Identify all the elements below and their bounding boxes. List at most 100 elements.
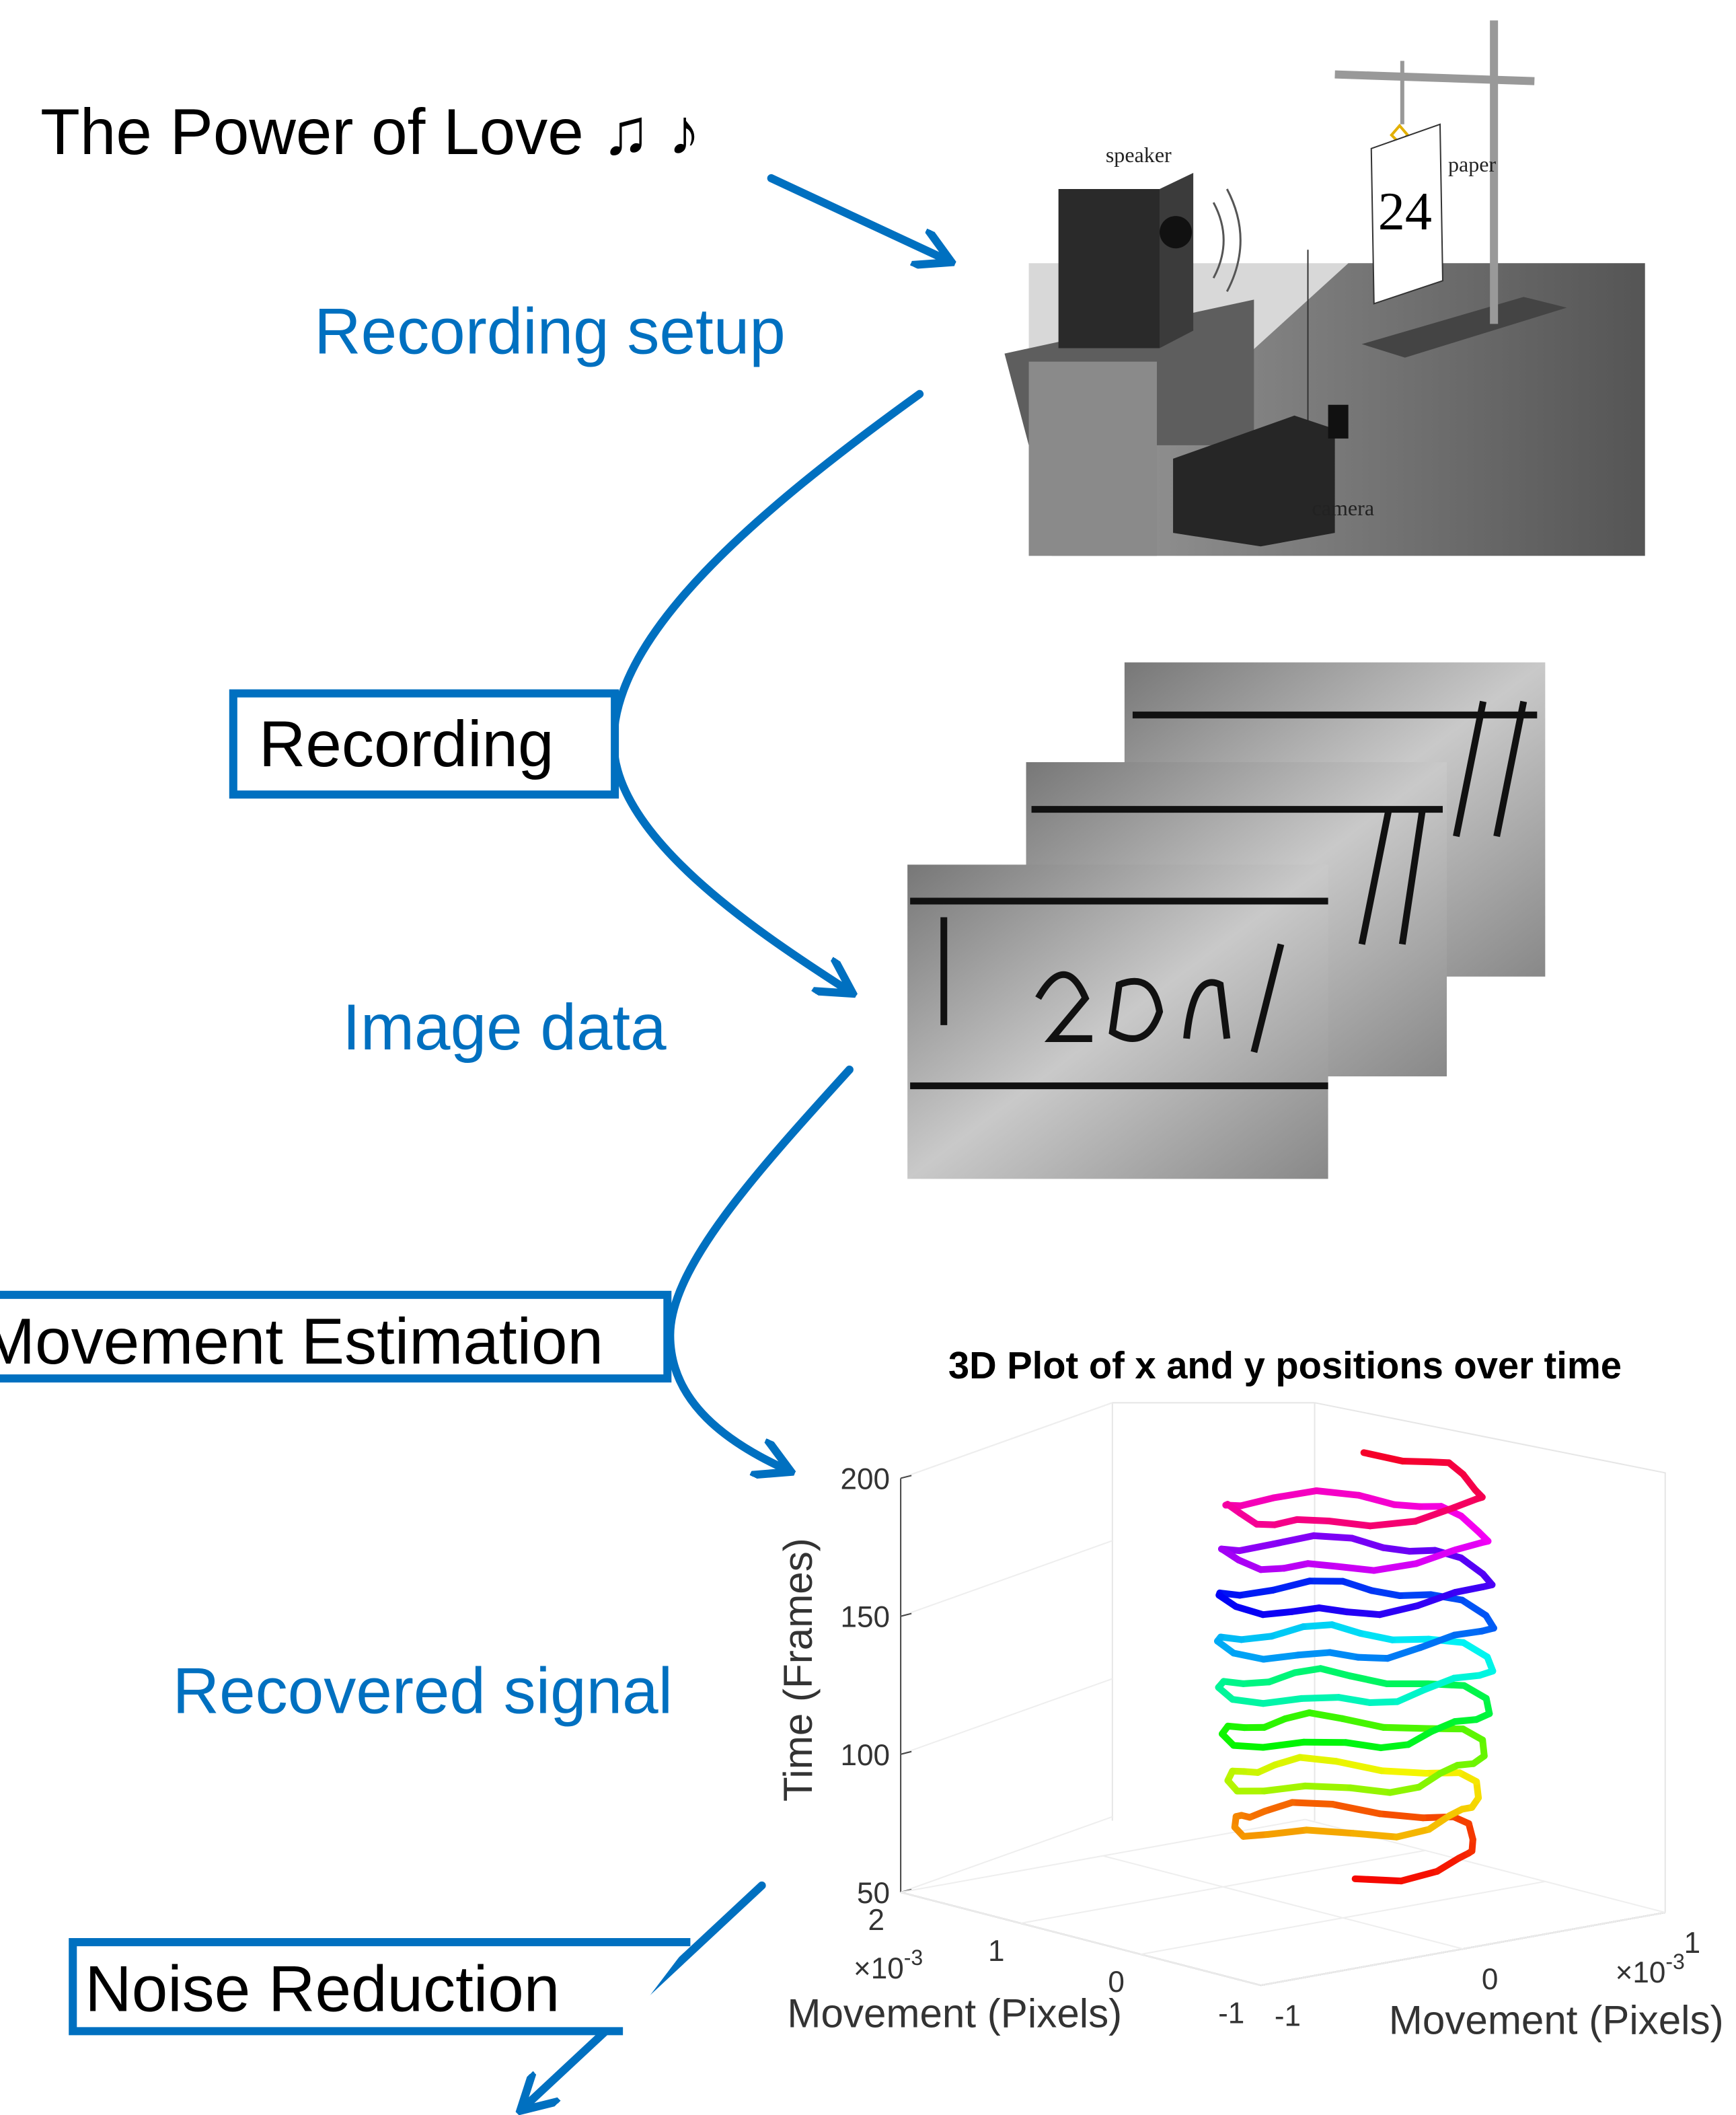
grid-line — [1260, 1913, 1665, 1985]
signal-curve — [1383, 1548, 1409, 1551]
step-label: Movement Estimation — [0, 1306, 603, 1378]
signal-curve — [1298, 1652, 1330, 1655]
y-tick-label: 1 — [1684, 1927, 1701, 1960]
signal-curve — [1269, 1672, 1295, 1682]
arrow — [771, 178, 948, 260]
signal-curve — [1370, 1702, 1398, 1703]
signal-curve — [1275, 1757, 1299, 1765]
signal-curve — [1330, 1652, 1359, 1657]
signal-curve — [1273, 1536, 1314, 1544]
signal-curve — [1263, 1612, 1292, 1615]
signal-curve — [1350, 1676, 1386, 1684]
signal-curve — [1273, 1581, 1310, 1590]
setup-label: 24 — [1378, 182, 1432, 242]
x-multiplier: ×10-3 — [854, 1945, 923, 1985]
y-tick-label: 0 — [1482, 1963, 1499, 1996]
signal-curve — [1351, 1788, 1390, 1793]
x-tick-label: 0 — [1108, 1966, 1125, 1999]
signal-curve — [1381, 1744, 1408, 1748]
signal-curve — [1461, 1516, 1479, 1532]
signal-curve — [1397, 1829, 1429, 1836]
signal-curve — [1316, 1491, 1359, 1495]
signal-curve — [1400, 1594, 1431, 1596]
signal-curve — [1332, 1625, 1360, 1633]
diagram: The Power of Love ♫ ♪ Recording setup Re… — [0, 0, 1736, 2115]
signal-curve — [1380, 1814, 1423, 1818]
signal-curve — [1397, 1689, 1425, 1701]
x-tick-label: 1 — [988, 1935, 1005, 1968]
axis-frame — [901, 1403, 1314, 1478]
grid-line — [901, 1541, 1112, 1616]
title: The Power of Love ♫ ♪ — [40, 96, 700, 168]
signal-curve — [1462, 1600, 1486, 1616]
y-axis-label: Movement (Pixels) — [1389, 1997, 1724, 2042]
setup-label: camera — [1312, 496, 1375, 520]
signal-curve — [1371, 1590, 1400, 1596]
signal-curve — [1355, 1879, 1401, 1881]
signal-curve — [1380, 1606, 1418, 1615]
step-label: Recording setup — [314, 296, 786, 368]
x-tick-label: -1 — [1218, 1997, 1244, 2030]
signal-curve — [1295, 1668, 1320, 1672]
signal-curve — [1392, 1639, 1429, 1640]
signal-curve — [1261, 1568, 1284, 1569]
signal-curve — [1352, 1538, 1383, 1548]
signal-curve — [1241, 1498, 1273, 1506]
signal-curve — [1244, 1834, 1268, 1836]
signal-curve — [1394, 1505, 1420, 1507]
signal-curve — [1307, 1830, 1353, 1833]
signal-curve — [1284, 1563, 1308, 1568]
signal-curve — [1320, 1668, 1350, 1676]
signal-curve — [1304, 1625, 1332, 1627]
signal-curve — [1384, 1728, 1427, 1729]
signal-curve — [1275, 1520, 1297, 1525]
signal-curve — [1263, 1699, 1301, 1703]
signal-curve — [1390, 1787, 1419, 1793]
signal-curve — [1364, 1452, 1403, 1461]
signal-curve — [1374, 1563, 1417, 1570]
x-tick-label: 2 — [868, 1904, 885, 1937]
signal-curve — [1343, 1582, 1371, 1591]
signal-curve — [1464, 1686, 1486, 1699]
step-label: Noise Reduction — [85, 1953, 560, 2025]
signal-curve — [1267, 1830, 1306, 1834]
signal-curve — [1238, 1560, 1260, 1569]
grid-line — [901, 1403, 1112, 1478]
signal-curve — [1299, 1757, 1336, 1761]
signal-curve — [1240, 1544, 1273, 1551]
signal-curve — [1454, 1499, 1476, 1508]
z-axis-label: Time (Frames) — [776, 1538, 821, 1802]
setup-label: paper — [1448, 152, 1497, 176]
setup-illustration: speaker paper 24 camera — [1004, 20, 1645, 556]
signal-curve — [1346, 1742, 1381, 1748]
signal-curve — [1285, 1713, 1310, 1719]
signal-curve — [1332, 1804, 1380, 1814]
step-label: Recovered signal — [173, 1655, 673, 1727]
step-label: Recording — [259, 708, 554, 780]
signal-curve — [1388, 1647, 1421, 1658]
signal-curve — [1342, 1719, 1383, 1728]
signal-curve — [1456, 1543, 1481, 1549]
signal-curve — [1304, 1742, 1346, 1743]
grid-line — [901, 1678, 1112, 1754]
signal-curve — [1272, 1627, 1304, 1636]
plot-title: 3D Plot of x and y positions over time — [948, 1344, 1622, 1386]
signal-curve — [1337, 1566, 1374, 1570]
signal-curve — [1264, 1655, 1298, 1659]
signal-curve — [1437, 1858, 1459, 1871]
z-tick-label: 100 — [840, 1739, 890, 1772]
grid-line — [1103, 1856, 1463, 1949]
signal-curve — [1338, 1697, 1369, 1703]
signal-curve — [1454, 1675, 1480, 1678]
y-multiplier: ×10-3 — [1616, 1950, 1685, 1989]
signal-curve — [1370, 1521, 1415, 1526]
page: {"title": "The Power of Love \u266b \u26… — [0, 0, 1736, 2115]
signal-curve — [1359, 1658, 1388, 1659]
multiplier-base: ×10 — [854, 1952, 904, 1985]
signal-curve — [1292, 1608, 1320, 1612]
step-label: Image data — [342, 992, 667, 1064]
arrow — [613, 394, 919, 992]
signal-curve — [1336, 1761, 1382, 1771]
signal-curve — [1265, 1802, 1293, 1811]
multiplier-exponent: -3 — [904, 1945, 923, 1970]
